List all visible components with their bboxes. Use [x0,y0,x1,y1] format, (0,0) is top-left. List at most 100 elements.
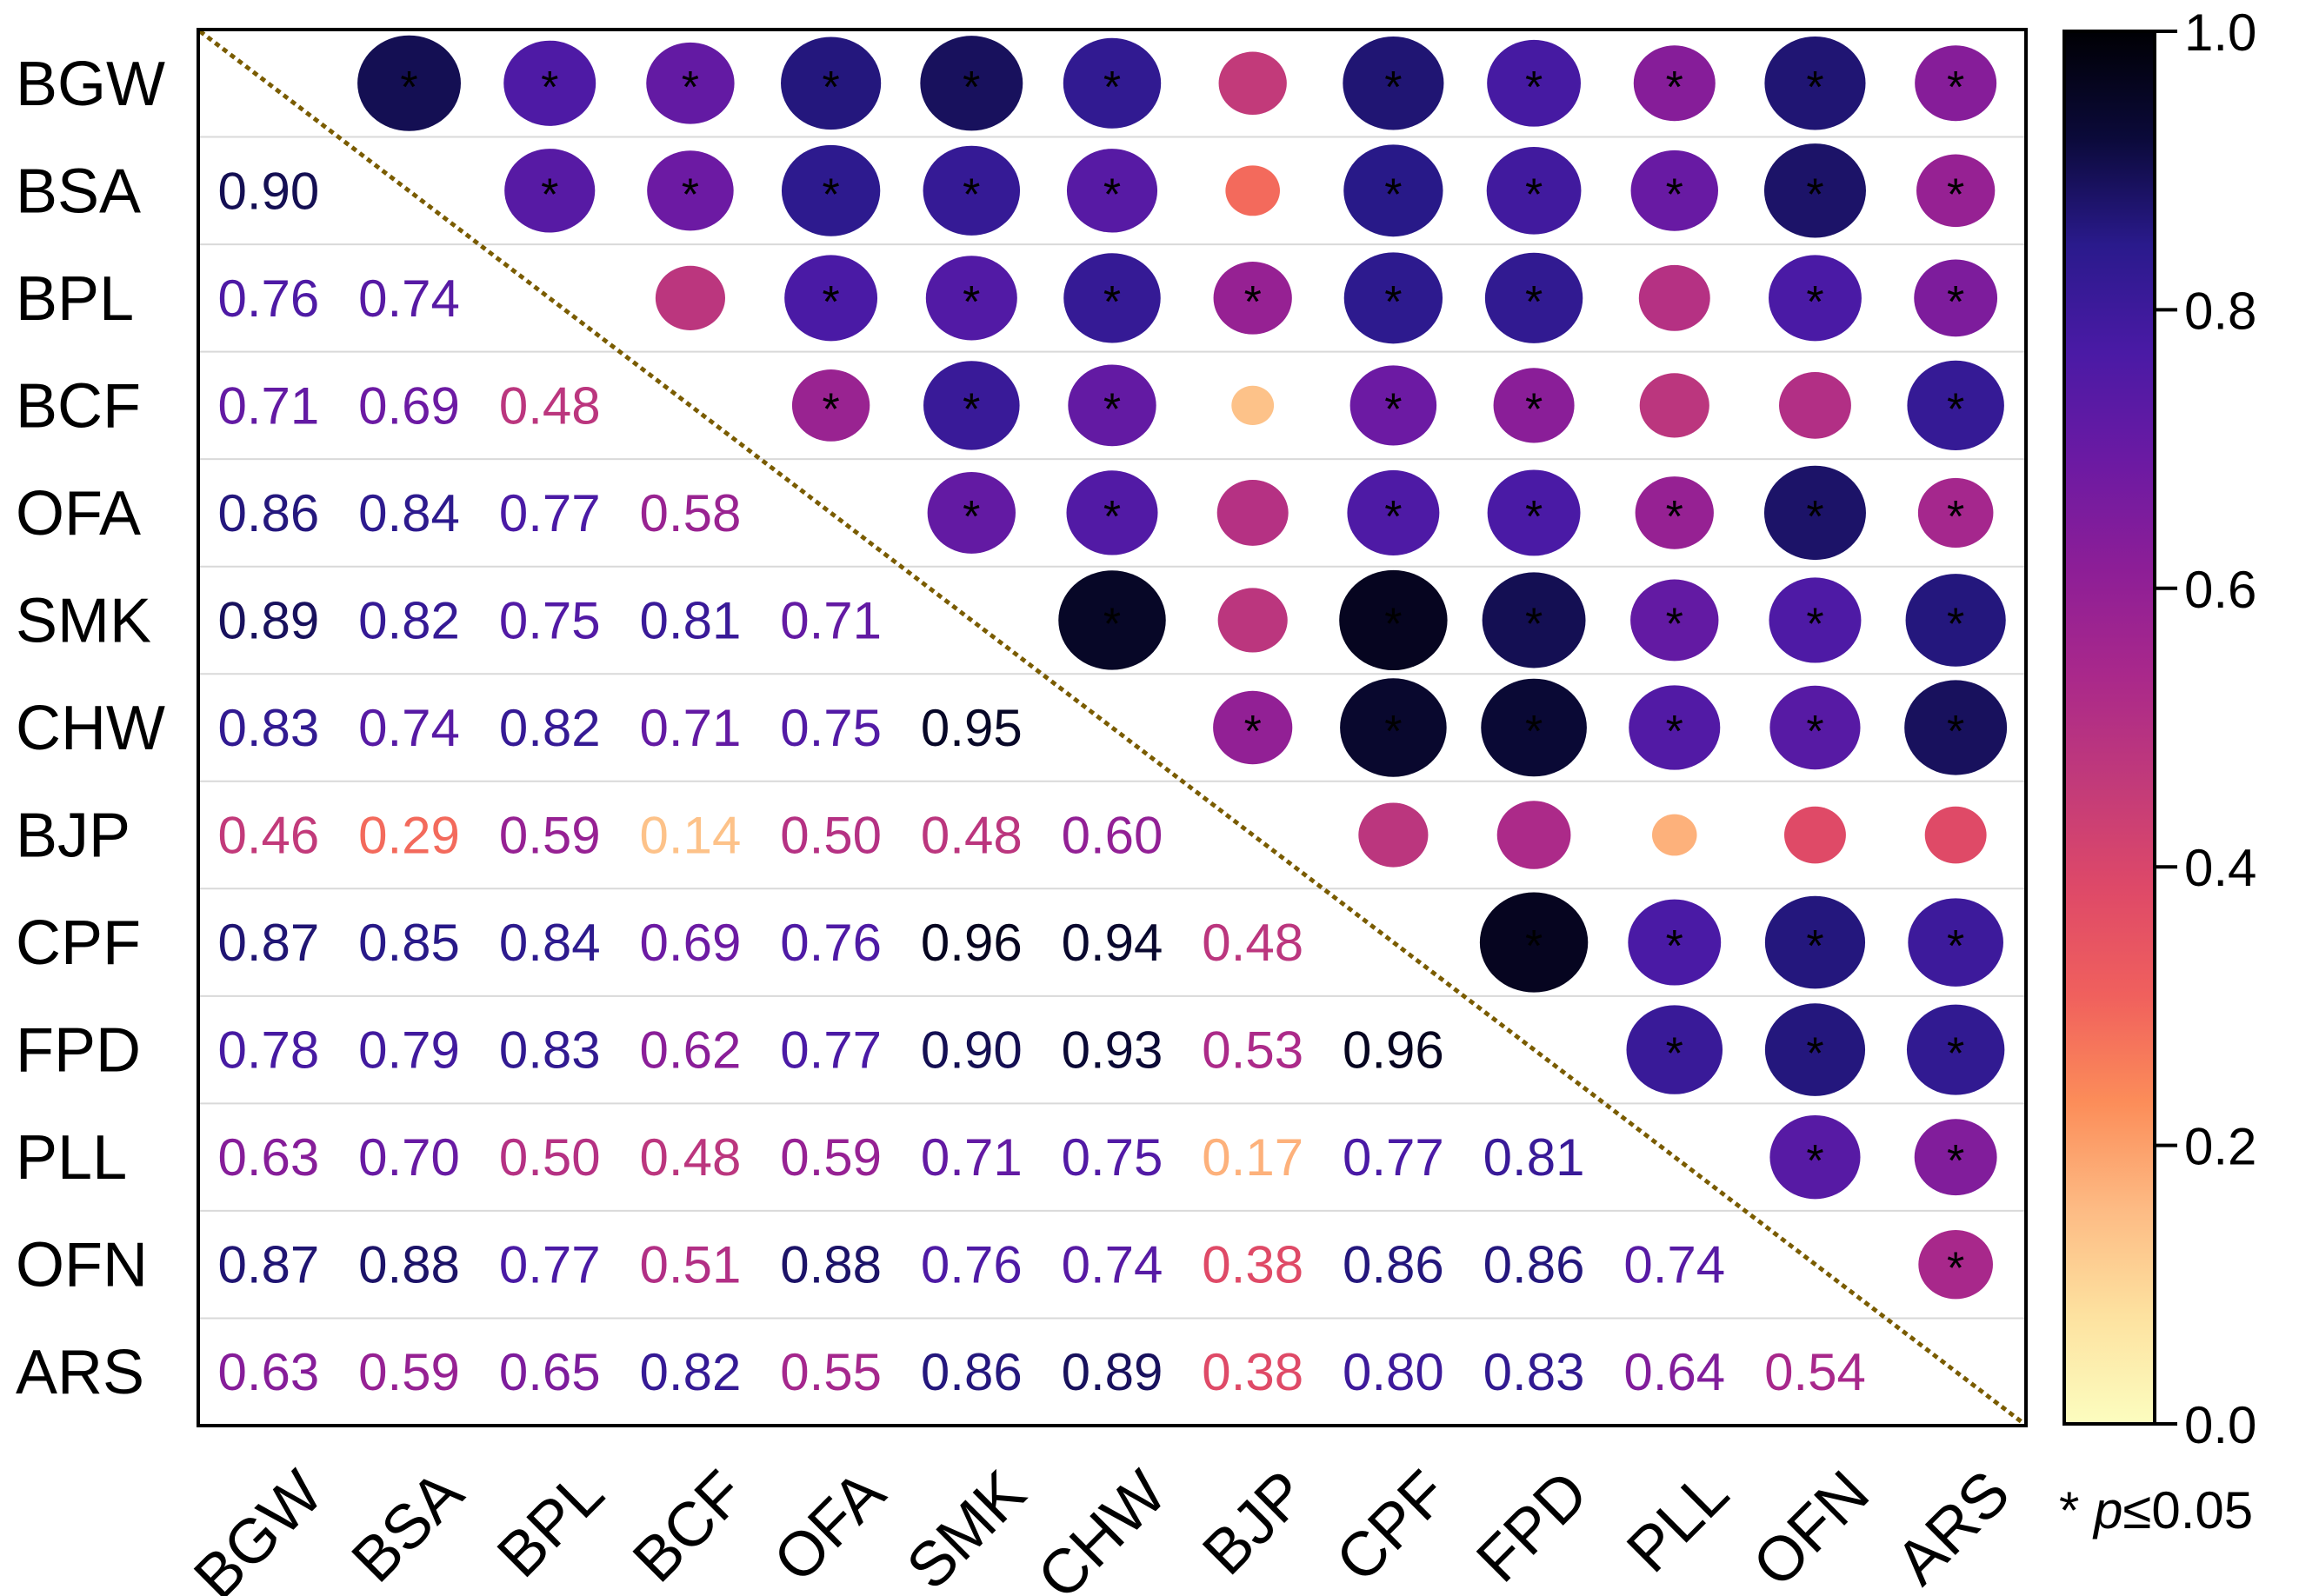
circle-OFA-CPF [1347,469,1440,555]
value-FPD-BJP: 0.53 [1202,1021,1303,1080]
circle-BCF-BJP [1231,385,1275,425]
significance-star: * [963,384,980,435]
row-label-CPF: CPF [16,908,141,978]
significance-star: * [1947,492,1964,542]
value-OFN-BJP: 0.38 [1202,1236,1303,1294]
diagonal-divider [198,30,2026,1426]
value-PLL-FPD: 0.81 [1483,1128,1585,1187]
circle-BJP-CPF [1358,802,1429,868]
value-CPF-BPL: 0.84 [499,914,601,972]
significance-star: * [1525,63,1543,113]
significance-star: * [822,384,839,435]
significance-star: * [1666,492,1683,542]
significance-star: * [1806,492,1823,542]
circle-OFN-ARS [1918,1230,1993,1300]
circle-BSA-BPL [504,149,596,233]
significance-note: * p≤0.05 [2059,1481,2253,1539]
upper-triangle-circles: * * * * * * * * * * * * * * * * * * * * * * * * * * * * * * * * * * * * * * * *… [357,35,2008,1300]
circle-OFA-ARS [1917,477,1994,549]
value-PLL-OFA: 0.59 [780,1128,882,1187]
value-BJP-BCF: 0.14 [640,807,742,865]
circle-BPL-OFA [784,255,878,342]
value-PLL-BCF: 0.48 [640,1128,742,1187]
circle-BPL-BJP [1213,262,1292,335]
significance-star: * [1947,1029,1964,1080]
circle-BGW-CPF [1343,37,1444,130]
value-OFN-FPD: 0.86 [1483,1236,1585,1294]
circle-SMK-CPF [1339,569,1448,671]
value-ARS-PLL: 0.64 [1623,1343,1725,1401]
col-label-BGW: BGW [181,1458,336,1596]
significance-star: * [1947,1244,1964,1294]
value-BPL-BGW: 0.76 [217,269,319,328]
value-CPF-BJP: 0.48 [1202,914,1303,972]
value-OFN-PLL: 0.74 [1623,1236,1725,1294]
value-BJP-OFA: 0.50 [780,807,882,865]
value-PLL-BJP: 0.17 [1202,1128,1303,1187]
circle-OFA-BJP [1216,479,1289,546]
circle-CHW-BJP [1213,690,1293,765]
col-label-CHW: CHW [1024,1458,1179,1596]
circle-BPL-OFN [1769,255,1862,342]
value-OFN-BGW: 0.87 [217,1236,319,1294]
row-label-BPL: BPL [16,264,134,334]
significance-star: * [822,277,839,328]
circle-BSA-OFA [781,144,881,236]
significance-star: * [1947,599,1964,649]
significance-star: * [1947,63,1964,113]
significance-star: * [1384,707,1402,757]
plot-frame [197,28,2028,1427]
circle-BGW-FPD [1487,39,1581,127]
circle-SMK-PLL [1630,579,1719,662]
significance-star: * [1947,1136,1964,1187]
value-BJP-BPL: 0.59 [499,807,601,865]
circle-BPL-CHW [1063,253,1161,343]
circle-SMK-BJP [1217,588,1288,653]
value-BJP-BGW: 0.46 [217,807,319,865]
circle-OFA-PLL [1635,476,1714,549]
significance-star: * [963,492,980,542]
value-SMK-BCF: 0.81 [640,591,742,649]
significance-star: * [1947,170,1964,220]
significance-star: * [1384,492,1402,542]
col-label-PLL: PLL [1614,1458,1742,1586]
significance-star: * [1103,492,1121,542]
significance-star: * [1806,1029,1823,1080]
circle-BGW-BCF [646,42,735,124]
significance-star: * [1666,707,1683,757]
col-label-BSA: BSA [339,1458,476,1595]
circle-FPD-OFN [1764,1003,1866,1096]
value-CPF-BSA: 0.85 [358,914,460,972]
circle-SMK-CHW [1058,570,1166,670]
circle-OFA-OFN [1763,465,1866,561]
circle-CHW-CPF [1340,678,1447,777]
value-ARS-BGW: 0.63 [217,1343,319,1401]
circle-BSA-ARS [1916,154,1996,228]
circle-BGW-CHW [1063,37,1162,129]
circle-BCF-FPD [1493,368,1575,443]
circle-BCF-SMK [923,361,1020,450]
significance-star: * [1666,170,1683,220]
significance-star: * [822,63,839,113]
row-label-FPD: FPD [16,1016,141,1086]
row-label-BJP: BJP [16,801,130,871]
circle-BGW-SMK [920,36,1023,131]
circle-BGW-OFA [781,37,882,130]
row-label-OFN: OFN [16,1231,148,1300]
value-CPF-CHW: 0.94 [1062,914,1163,972]
significance-star: * [1525,599,1543,649]
significance-star: * [1103,63,1121,113]
significance-star: * [963,277,980,328]
circle-BSA-FPD [1486,146,1582,235]
value-OFN-BCF: 0.51 [640,1236,742,1294]
value-PLL-BSA: 0.70 [358,1128,460,1187]
circle-BSA-BJP [1225,165,1280,216]
circle-BGW-PLL [1633,45,1716,122]
col-label-OFN: OFN [1740,1458,1883,1596]
colorbar: 0.0 0.2 0.4 0.6 0.8 1.0 [2062,3,2256,1454]
value-OFN-CHW: 0.74 [1062,1236,1163,1294]
circle-BGW-BPL [503,40,596,126]
col-label-FPD: FPD [1463,1458,1601,1595]
circle-BCF-OFA [791,369,870,442]
circle-BPL-ARS [1914,259,1998,337]
